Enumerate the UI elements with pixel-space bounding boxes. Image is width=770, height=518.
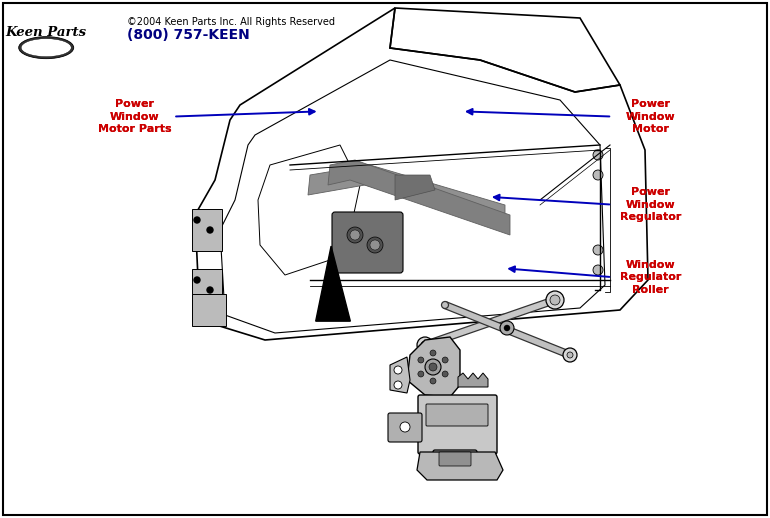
- Circle shape: [394, 381, 402, 389]
- Circle shape: [394, 366, 402, 374]
- FancyBboxPatch shape: [192, 294, 226, 326]
- Circle shape: [430, 350, 436, 356]
- Circle shape: [430, 378, 436, 384]
- FancyBboxPatch shape: [192, 209, 222, 251]
- Text: Keen Parts: Keen Parts: [5, 25, 87, 39]
- Polygon shape: [407, 337, 460, 397]
- Text: Power
Window
Motor Parts: Power Window Motor Parts: [98, 99, 172, 134]
- Polygon shape: [308, 165, 505, 225]
- Circle shape: [429, 363, 437, 371]
- Circle shape: [442, 371, 448, 377]
- Circle shape: [593, 245, 603, 255]
- Circle shape: [207, 227, 213, 233]
- Ellipse shape: [22, 39, 71, 56]
- Circle shape: [418, 357, 424, 363]
- FancyBboxPatch shape: [388, 413, 422, 442]
- Circle shape: [194, 217, 200, 223]
- Circle shape: [593, 170, 603, 180]
- Polygon shape: [395, 175, 435, 200]
- Circle shape: [567, 352, 573, 358]
- Circle shape: [550, 295, 560, 305]
- Circle shape: [418, 371, 424, 377]
- FancyBboxPatch shape: [439, 452, 471, 466]
- Text: ©2004 Keen Parts Inc. All Rights Reserved: ©2004 Keen Parts Inc. All Rights Reserve…: [127, 17, 335, 27]
- Circle shape: [442, 357, 448, 363]
- Polygon shape: [316, 246, 350, 321]
- Circle shape: [370, 240, 380, 250]
- Text: Power
Window
Motor Parts: Power Window Motor Parts: [98, 99, 172, 134]
- Text: Power
Window
Regulator: Power Window Regulator: [620, 187, 681, 222]
- Circle shape: [207, 287, 213, 293]
- Circle shape: [593, 265, 603, 275]
- Circle shape: [400, 422, 410, 432]
- Text: Power
Window
Motor: Power Window Motor: [626, 99, 675, 134]
- Text: Power
Window
Motor: Power Window Motor: [626, 99, 675, 134]
- Circle shape: [551, 296, 558, 304]
- Circle shape: [350, 230, 360, 240]
- Circle shape: [194, 277, 200, 283]
- Circle shape: [593, 150, 603, 160]
- Circle shape: [441, 301, 448, 309]
- Circle shape: [367, 237, 383, 253]
- Circle shape: [421, 341, 429, 349]
- Circle shape: [347, 227, 363, 243]
- FancyBboxPatch shape: [192, 269, 222, 321]
- Polygon shape: [444, 302, 571, 358]
- Circle shape: [546, 291, 564, 309]
- Polygon shape: [328, 160, 510, 235]
- Polygon shape: [424, 297, 556, 348]
- Circle shape: [421, 341, 428, 349]
- FancyBboxPatch shape: [418, 395, 497, 454]
- Circle shape: [504, 325, 510, 331]
- Circle shape: [567, 352, 574, 358]
- FancyBboxPatch shape: [426, 404, 488, 426]
- Text: Window
Regulator
Roller: Window Regulator Roller: [620, 260, 681, 295]
- FancyBboxPatch shape: [433, 450, 477, 472]
- FancyBboxPatch shape: [332, 212, 403, 273]
- Text: (800) 757-KEEN: (800) 757-KEEN: [127, 28, 249, 42]
- Polygon shape: [417, 452, 503, 480]
- Circle shape: [417, 337, 433, 353]
- Polygon shape: [390, 357, 410, 393]
- Text: Power
Window
Regulator: Power Window Regulator: [620, 187, 681, 222]
- Circle shape: [500, 321, 514, 335]
- Text: Window
Regulator
Roller: Window Regulator Roller: [620, 260, 681, 295]
- Ellipse shape: [18, 37, 74, 59]
- Circle shape: [563, 348, 577, 362]
- Polygon shape: [458, 373, 488, 387]
- Circle shape: [425, 359, 441, 375]
